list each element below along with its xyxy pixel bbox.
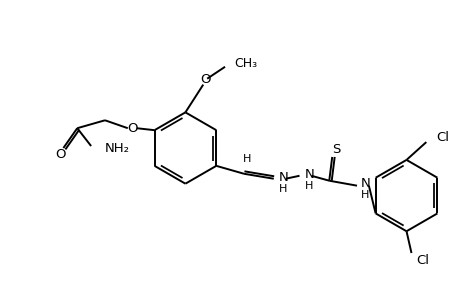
Text: N: N bbox=[278, 171, 288, 184]
Text: N: N bbox=[360, 177, 370, 190]
Text: O: O bbox=[55, 148, 66, 161]
Text: S: S bbox=[331, 142, 340, 155]
Text: H: H bbox=[304, 181, 312, 191]
Text: H: H bbox=[278, 184, 286, 194]
Text: O: O bbox=[127, 122, 138, 135]
Text: H: H bbox=[242, 154, 251, 164]
Text: H: H bbox=[360, 190, 369, 200]
Text: N: N bbox=[304, 168, 313, 181]
Text: CH₃: CH₃ bbox=[234, 57, 257, 70]
Text: O: O bbox=[200, 73, 210, 86]
Text: Cl: Cl bbox=[435, 130, 448, 144]
Text: Cl: Cl bbox=[415, 254, 429, 268]
Text: NH₂: NH₂ bbox=[105, 142, 130, 154]
